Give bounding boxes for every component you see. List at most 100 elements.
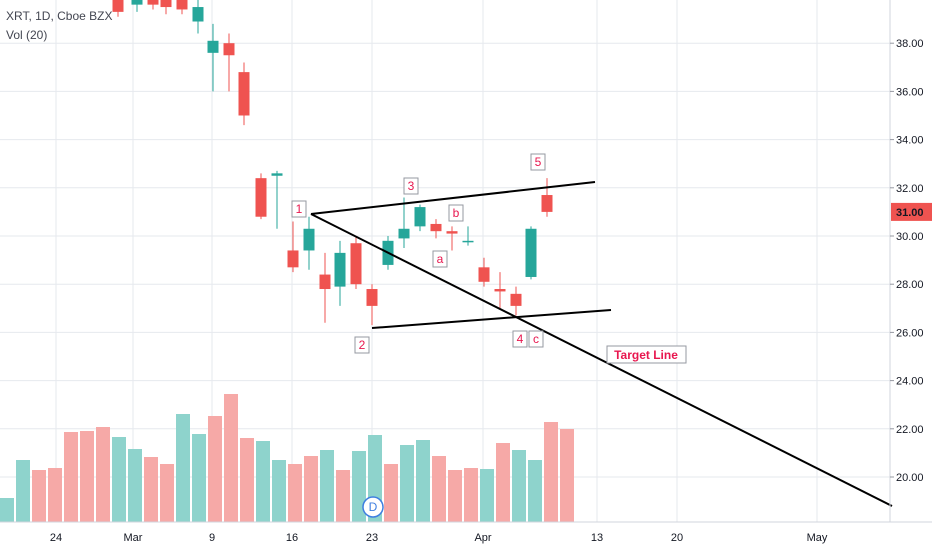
price-tick-label: 34.00 [896,135,924,147]
candle-body[interactable] [366,289,378,306]
volume-bar [0,498,14,522]
volume-bar [160,464,174,522]
wave-label-box [512,330,528,348]
price-tick-label: 20.00 [896,472,924,484]
volume-bar [112,437,126,522]
wave-label-1: 1 [296,202,303,216]
wave-label-box [432,250,448,268]
candle-body[interactable] [398,228,410,239]
volume-bar [64,432,78,522]
volume-bar [224,394,238,522]
price-tick-label: 36.00 [896,86,924,98]
volume-bar [48,468,62,522]
volume-bar [192,434,206,522]
candle-body[interactable] [334,252,346,287]
candle-body[interactable] [271,173,283,176]
candle-body[interactable] [287,250,299,268]
last-price-label: 31.00 [896,207,924,219]
dividend-marker-icon[interactable] [362,496,384,518]
volume-bar [96,427,110,522]
price-tick-label: 26.00 [896,327,924,339]
target-line-label-box [606,345,687,364]
volume-bar [304,456,318,522]
time-tick-label: 20 [671,532,683,544]
candle-body[interactable] [112,0,124,12]
candle-body[interactable] [494,289,506,292]
volume-bar [560,429,574,522]
candle-body[interactable] [319,274,331,290]
candle-body[interactable] [350,243,362,285]
candle-body[interactable] [176,0,188,10]
volume-bar [448,470,462,522]
candle-body[interactable] [192,7,204,22]
wave-label-box [291,200,307,218]
price-tick-label: 32.00 [896,183,924,195]
candle-body[interactable] [430,223,442,232]
candle-body[interactable] [510,293,522,306]
volume-bar [384,464,398,522]
time-tick-label: Apr [474,532,491,544]
time-tick-label: 9 [209,532,215,544]
wave-label-box [528,330,544,348]
wave-label-box [354,336,370,354]
volume-bar [288,464,302,522]
volume-bar [416,440,430,522]
candle-body[interactable] [462,240,474,243]
wave-label-b: b [453,206,460,220]
time-tick-label: 24 [50,532,62,544]
volume-bar [464,468,478,522]
candle-body[interactable] [414,207,426,227]
volume-bar [256,441,270,522]
candle-body[interactable] [255,178,267,217]
wave-label-2: 2 [359,338,366,352]
candle-body[interactable] [525,228,537,277]
volume-bar [352,451,366,522]
candle-body[interactable] [446,231,458,234]
candle-body[interactable] [541,195,553,212]
volume-bar [128,449,142,522]
time-tick-label: 16 [286,532,298,544]
volume-bar [512,450,526,522]
volume-bar [544,422,558,522]
volume-indicator-line: Vol (20) [6,28,48,42]
price-tick-label: 30.00 [896,231,924,243]
volume-bar [176,414,190,522]
volume-bar [80,431,94,522]
wave-label-a: a [437,252,444,266]
price-tick-label: 28.00 [896,279,924,291]
candle-body[interactable] [147,0,159,5]
volume-bar [496,443,510,522]
wave-label-3: 3 [408,179,415,193]
candle-body[interactable] [478,267,490,282]
price-tick-label: 22.00 [896,424,924,436]
volume-bar [320,450,334,522]
trend-line[interactable] [371,309,612,329]
wave-label-box [403,177,419,195]
candle-body[interactable] [207,40,219,53]
candle-body[interactable] [131,0,143,5]
trend-line[interactable] [310,181,596,215]
candle-body[interactable] [160,0,172,8]
wave-label-c: c [533,332,539,346]
price-tick-label: 38.00 [896,38,924,50]
dividend-marker-label: D [369,500,378,514]
price-tick-label: 24.00 [896,376,924,388]
trend-line[interactable] [310,213,893,507]
wave-label-4: 4 [517,332,524,346]
volume-bar [528,460,542,522]
volume-bar [240,438,254,522]
volume-bar [208,416,222,522]
wave-label-box [448,204,464,222]
wave-label-5: 5 [535,155,542,169]
volume-bar [144,457,158,522]
wave-label-box [530,153,546,171]
volume-bar [272,460,286,522]
candle-body[interactable] [238,72,250,116]
volume-bar [432,456,446,522]
time-tick-label: May [807,532,828,544]
candle-body[interactable] [303,228,315,251]
volume-bar [400,445,414,522]
time-tick-label: 23 [366,532,378,544]
candle-body[interactable] [223,43,235,56]
